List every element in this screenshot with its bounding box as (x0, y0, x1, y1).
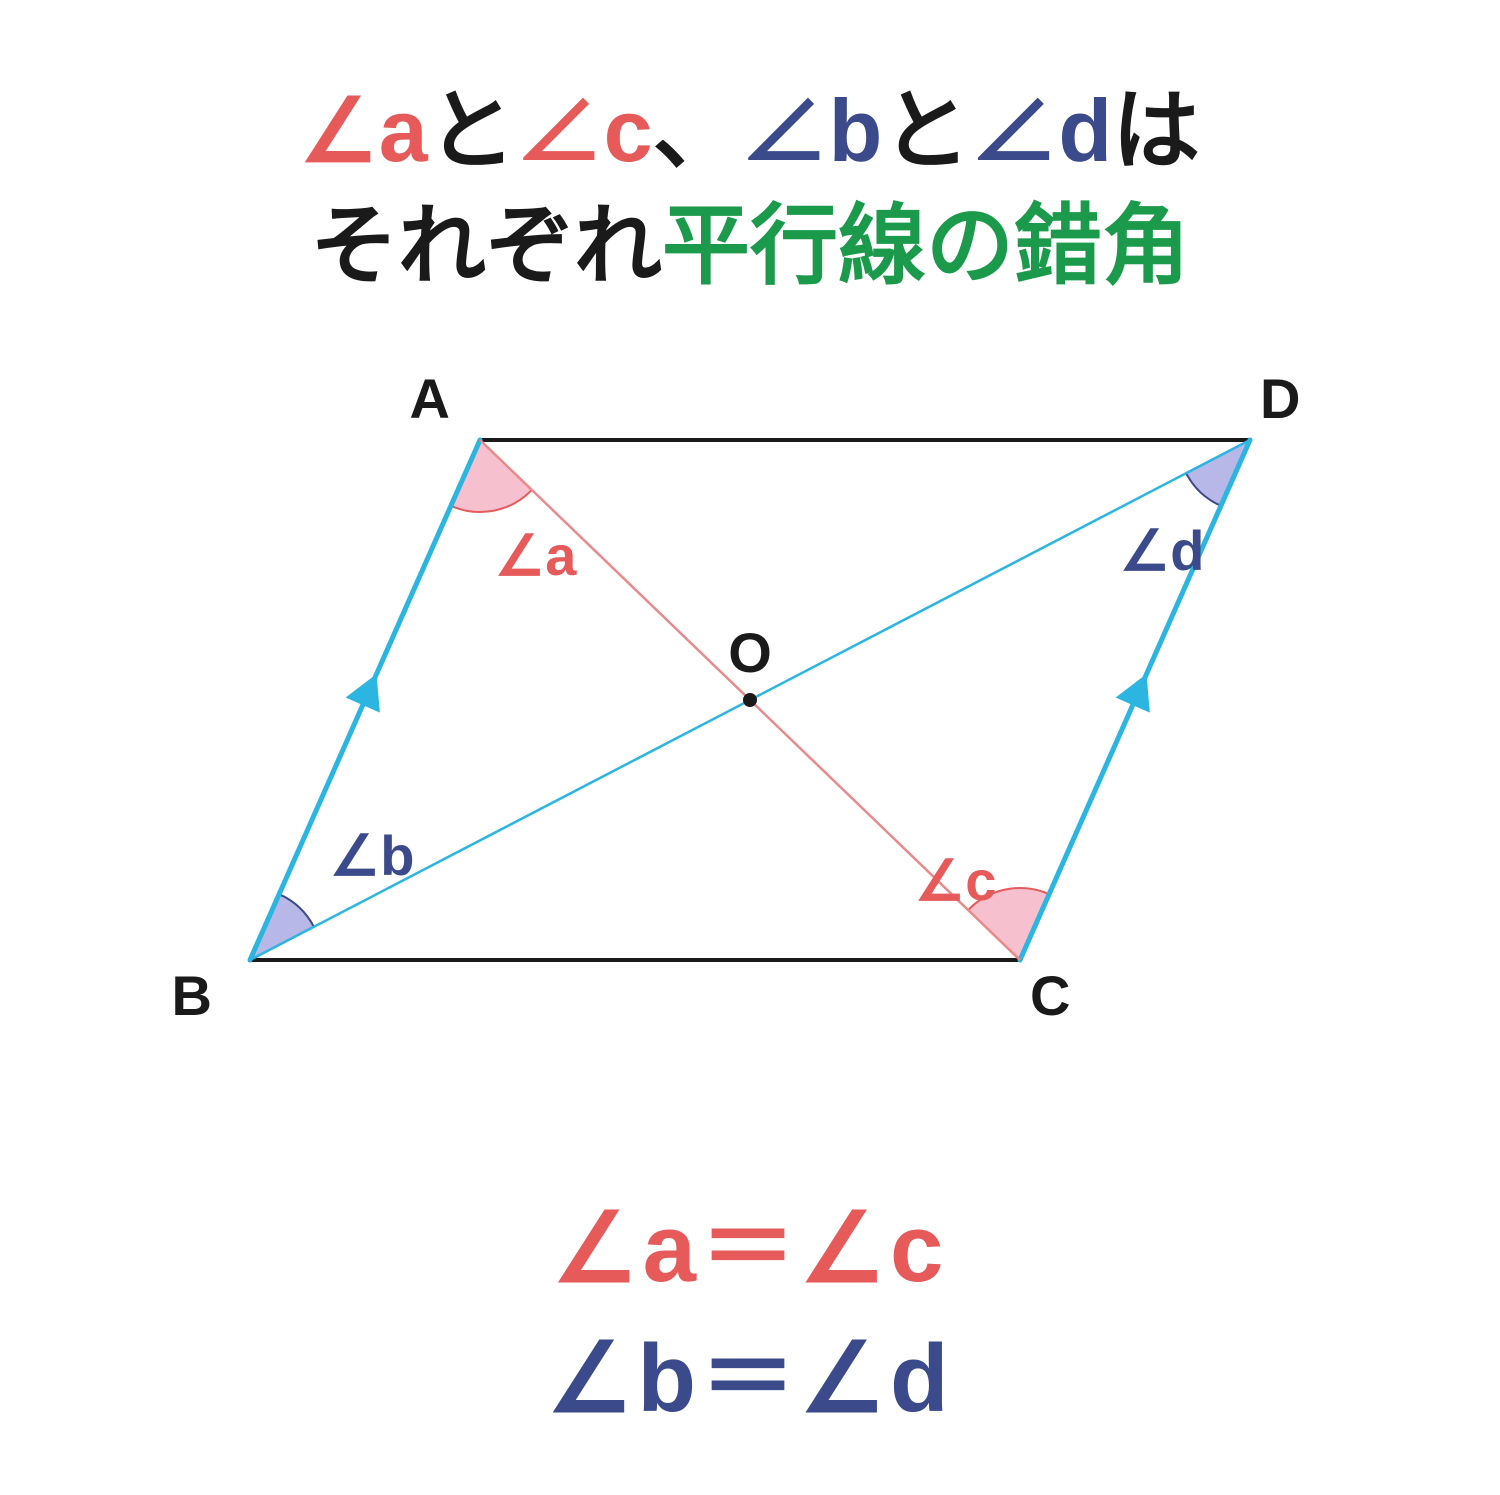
vertex-label-D: D (1260, 367, 1300, 430)
equation-b-equals-d: ∠b＝∠d (0, 1300, 1500, 1439)
equation-a-equals-c: ∠a＝∠c (0, 1170, 1500, 1309)
point-O (743, 693, 757, 707)
title-line-1: ∠aと∠c、∠bと∠dは (0, 60, 1500, 187)
vertex-label-A: A (410, 367, 450, 430)
angle-label-b: ∠b (330, 824, 414, 887)
angle-label-c: ∠c (915, 849, 996, 912)
angle-label-a: ∠a (495, 524, 577, 587)
parallelogram-diagram: A D B C O ∠a ∠b ∠c ∠d (150, 320, 1350, 1140)
vertex-label-C: C (1030, 964, 1070, 1027)
vertex-label-O: O (728, 621, 772, 684)
vertex-label-B: B (172, 964, 212, 1027)
angle-label-d: ∠d (1120, 519, 1204, 582)
title-line-2: それぞれ平行線の錯角 (0, 175, 1500, 302)
